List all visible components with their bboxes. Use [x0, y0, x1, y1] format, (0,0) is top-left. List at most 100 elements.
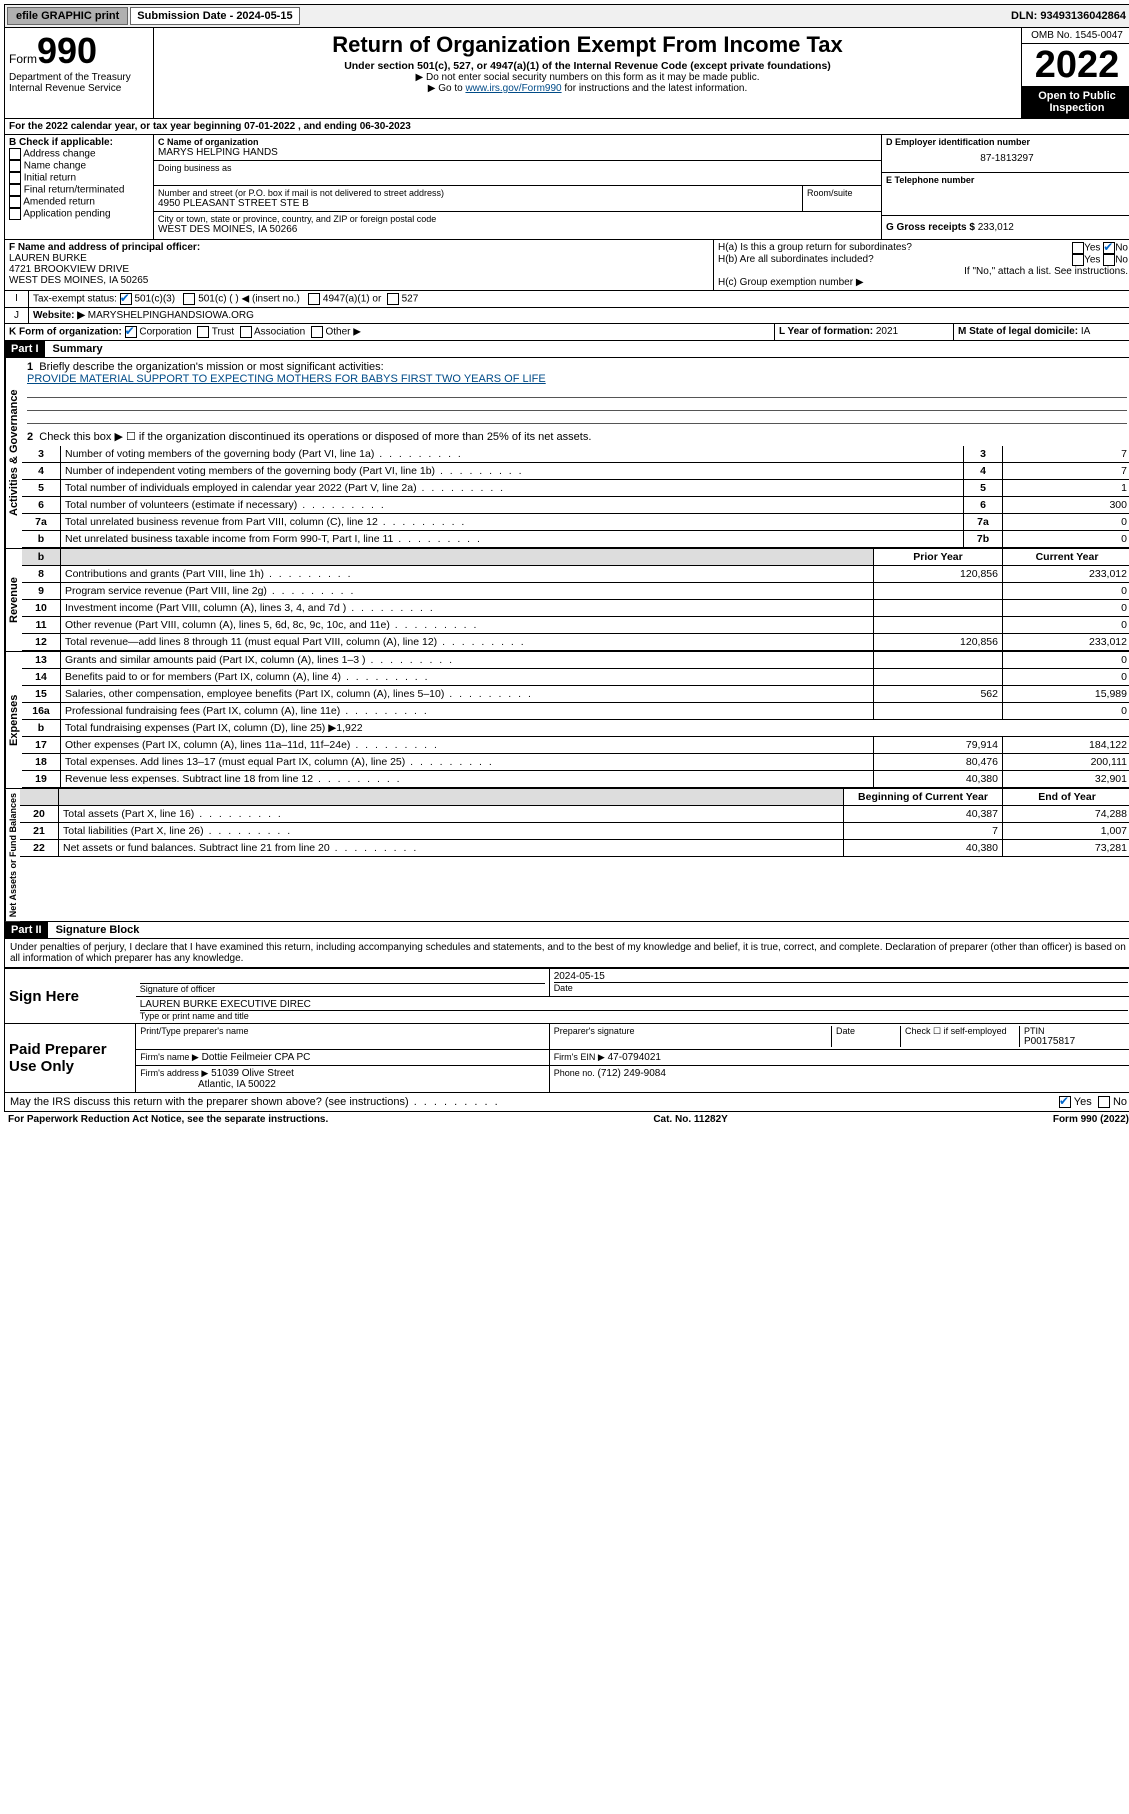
form-number: Form990: [9, 30, 149, 72]
ein: 87-1813297: [886, 147, 1128, 170]
cb-corp[interactable]: [125, 326, 137, 338]
cb-name-change[interactable]: [9, 160, 21, 172]
summary-row: 15 Salaries, other compensation, employe…: [22, 686, 1129, 703]
summary-row: 14 Benefits paid to or for members (Part…: [22, 669, 1129, 686]
summary-row: 21 Total liabilities (Part X, line 26) 7…: [20, 823, 1129, 840]
box-f-label: F Name and address of principal officer:: [9, 242, 709, 253]
ptin: P00175817: [1024, 1036, 1124, 1047]
cb-527[interactable]: [387, 293, 399, 305]
cb-trust[interactable]: [197, 326, 209, 338]
cb-501c3[interactable]: [120, 293, 132, 305]
org-name: MARYS HELPING HANDS: [158, 147, 877, 158]
summary-row: 17 Other expenses (Part IX, column (A), …: [22, 737, 1129, 754]
summary-row: 4 Number of independent voting members o…: [22, 463, 1129, 480]
summary-row: 16a Professional fundraising fees (Part …: [22, 703, 1129, 720]
summary-row: 18 Total expenses. Add lines 13–17 (must…: [22, 754, 1129, 771]
year-formation: 2021: [876, 326, 898, 337]
cb-discuss-no[interactable]: [1098, 1096, 1110, 1108]
city-label: City or town, state or province, country…: [158, 214, 877, 224]
form-title: Return of Organization Exempt From Incom…: [158, 32, 1017, 58]
cb-amended[interactable]: [9, 196, 21, 208]
officer-typed-name: LAUREN BURKE EXECUTIVE DIREC: [140, 999, 1128, 1010]
summary-row: b Net unrelated business taxable income …: [22, 531, 1129, 548]
cb-501c[interactable]: [183, 293, 195, 305]
firm-addr: 51039 Olive Street: [211, 1068, 294, 1079]
signature-table: Sign Here Signature of officer 2024-05-1…: [4, 968, 1129, 1093]
sign-here: Sign Here: [5, 969, 136, 1024]
summary-row: b Total fundraising expenses (Part IX, c…: [22, 720, 1129, 737]
top-bar: efile GRAPHIC print Submission Date - 20…: [4, 4, 1129, 28]
summary-row: 5 Total number of individuals employed i…: [22, 480, 1129, 497]
part1-revenue: Revenue b Prior Year Current Year 8 Cont…: [4, 549, 1129, 652]
city-state-zip: WEST DES MOINES, IA 50266: [158, 224, 877, 235]
cb-initial-return[interactable]: [9, 172, 21, 184]
mission-text: PROVIDE MATERIAL SUPPORT TO EXPECTING MO…: [27, 373, 546, 385]
hc-label: H(c) Group exemption number ▶: [718, 277, 1128, 288]
cb-ha-no[interactable]: [1103, 242, 1115, 254]
footer: For Paperwork Reduction Act Notice, see …: [4, 1112, 1129, 1127]
cb-address-change[interactable]: [9, 148, 21, 160]
summary-row: 3 Number of voting members of the govern…: [22, 446, 1129, 463]
addr-label: Number and street (or P.O. box if mail i…: [158, 188, 798, 198]
declaration: Under penalties of perjury, I declare th…: [4, 939, 1129, 968]
summary-row: 12 Total revenue—add lines 8 through 11 …: [22, 634, 1129, 651]
cb-hb-no[interactable]: [1103, 254, 1115, 266]
form-org-block: K Form of organization: Corporation Trus…: [4, 324, 1129, 341]
cb-hb-yes[interactable]: [1072, 254, 1084, 266]
firm-phone: (712) 249-9084: [598, 1068, 666, 1079]
summary-row: 13 Grants and similar amounts paid (Part…: [22, 652, 1129, 669]
sig-date: 2024-05-15: [554, 971, 1128, 982]
firm-ein: 47-0794021: [608, 1052, 661, 1063]
open-inspection: Open to Public Inspection: [1022, 86, 1129, 118]
cb-final-return[interactable]: [9, 184, 21, 196]
website: MARYSHELPINGHANDSIOWA.ORG: [88, 310, 254, 321]
part1-activities: Activities & Governance 1 Briefly descri…: [4, 358, 1129, 549]
website-block: J Website: ▶ MARYSHELPINGHANDSIOWA.ORG: [4, 308, 1129, 324]
box-c-label: C Name of organization: [158, 137, 877, 147]
subtitle-3: ▶ Go to www.irs.gov/Form990 for instruct…: [158, 83, 1017, 94]
room-suite: Room/suite: [803, 186, 881, 211]
omb-number: OMB No. 1545-0047: [1022, 28, 1129, 44]
summary-row: 11 Other revenue (Part VIII, column (A),…: [22, 617, 1129, 634]
status-block: I Tax-exempt status: 501(c)(3) 501(c) ( …: [4, 291, 1129, 308]
subtitle-1: Under section 501(c), 527, or 4947(a)(1)…: [158, 60, 1017, 72]
summary-row: 7a Total unrelated business revenue from…: [22, 514, 1129, 531]
irs-label: Internal Revenue Service: [9, 83, 149, 94]
part1-header: Part I Summary: [4, 341, 1129, 358]
gross-receipts: 233,012: [978, 222, 1014, 233]
cb-4947[interactable]: [308, 293, 320, 305]
vert-netassets: Net Assets or Fund Balances: [5, 789, 20, 921]
vert-revenue: Revenue: [5, 549, 22, 651]
part1-netassets: Net Assets or Fund Balances Beginning of…: [4, 789, 1129, 922]
cb-app-pending[interactable]: [9, 208, 21, 220]
ha-label: H(a) Is this a group return for subordin…: [718, 242, 912, 254]
firm-addr2: Atlantic, IA 50022: [198, 1079, 276, 1090]
hb-label: H(b) Are all subordinates included?: [718, 254, 874, 266]
summary-row: 20 Total assets (Part X, line 16) 40,387…: [20, 806, 1129, 823]
state-domicile: IA: [1081, 326, 1090, 337]
cb-discuss-yes[interactable]: [1059, 1096, 1071, 1108]
box-d-label: D Employer identification number: [886, 137, 1128, 147]
cb-ha-yes[interactable]: [1072, 242, 1084, 254]
efile-btn[interactable]: efile GRAPHIC print: [7, 7, 128, 25]
subtitle-2: ▶ Do not enter social security numbers o…: [158, 72, 1017, 83]
box-g-label: G Gross receipts $: [886, 222, 975, 233]
summary-row: 22 Net assets or fund balances. Subtract…: [20, 840, 1129, 857]
box-b-label: B Check if applicable:: [9, 137, 149, 148]
discuss-row: May the IRS discuss this return with the…: [4, 1093, 1129, 1112]
cb-other[interactable]: [311, 326, 323, 338]
line2-text: Check this box ▶ ☐ if the organization d…: [39, 431, 591, 443]
firm-name: Dottie Feilmeier CPA PC: [202, 1052, 311, 1063]
dept-treasury: Department of the Treasury: [9, 72, 149, 83]
cb-assoc[interactable]: [240, 326, 252, 338]
vert-expenses: Expenses: [5, 652, 22, 788]
summary-row: 10 Investment income (Part VIII, column …: [22, 600, 1129, 617]
officer-name: LAUREN BURKE: [9, 253, 709, 264]
submission-date: Submission Date - 2024-05-15: [130, 7, 299, 25]
irs-link[interactable]: www.irs.gov/Form990: [465, 83, 561, 94]
box-e-label: E Telephone number: [886, 175, 1128, 185]
summary-row: 6 Total number of volunteers (estimate i…: [22, 497, 1129, 514]
vert-activities: Activities & Governance: [5, 358, 22, 548]
tax-year: 2022: [1022, 44, 1129, 86]
check-self-employed[interactable]: Check ☐ if self-employed: [901, 1026, 1020, 1047]
